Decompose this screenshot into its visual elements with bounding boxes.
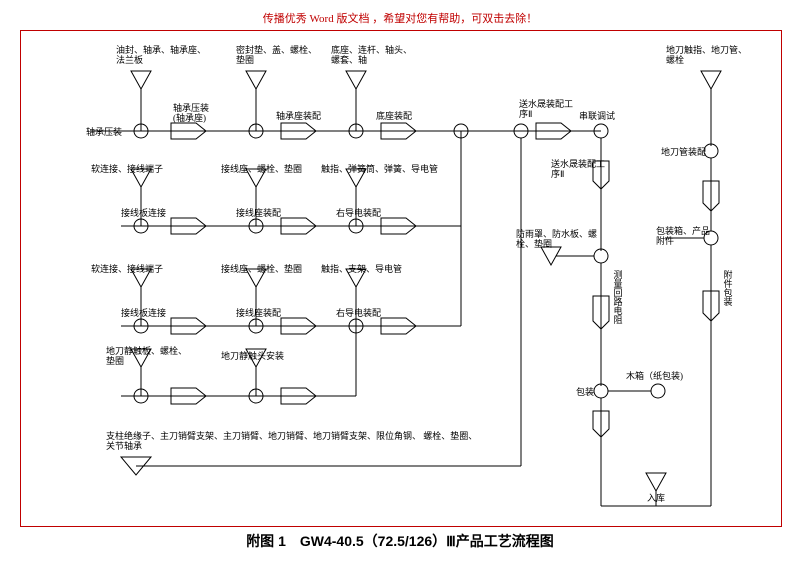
tsub: 防雨罩、防水板、螺 栓、垫圈	[516, 229, 597, 250]
t62: 接线座装配	[236, 308, 281, 318]
t25: 送水晟装配工 序Ⅱ	[519, 99, 573, 120]
tru: 地刀触指、地刀管、 螺栓	[666, 45, 747, 66]
row1-inputs	[131, 71, 366, 131]
t13: 底座、连杆、轴头、 螺套、轴	[331, 45, 412, 66]
t51: 软连接、接线端子	[91, 264, 163, 274]
t64: 木箱（纸包装)	[626, 371, 683, 381]
t26: 串联调试	[579, 111, 615, 121]
t24: 底座装配	[376, 111, 412, 121]
t21: 轴承压装	[86, 127, 122, 137]
flowchart-svg	[21, 31, 781, 526]
tr1: 地刀管装配	[661, 147, 706, 157]
t63: 右导电装配	[336, 308, 381, 318]
t31: 软连接、接线端子	[91, 164, 163, 174]
t32: 接线座、螺栓、垫圈	[221, 164, 302, 174]
diagram-frame: 油封、轴承、轴承座、 法兰板 密封垫、盖、螺栓、 垫圈 底座、连杆、轴头、 螺套…	[20, 30, 782, 527]
t43: 右导电装配	[336, 208, 381, 218]
t53: 触指、支架、导电管	[321, 264, 402, 274]
tr2: 包装箱、产品 附件	[656, 226, 710, 247]
t23: 轴承座装配	[276, 111, 321, 121]
t61: 接线板连接	[121, 308, 166, 318]
t22: 轴承压装 (轴承座)	[173, 103, 209, 124]
t81: 支柱绝缘子、主刀销臂支架、主刀销臂、地刀销臂、地刀销臂支架、限位角钢、 螺栓、垫…	[106, 431, 486, 452]
t71: 地刀静触板、螺栓、 垫圈	[106, 346, 187, 367]
trstore: 入库	[647, 493, 665, 503]
trpk: 附 件 包 装	[723, 271, 733, 307]
figure-caption: 附图 1 GW4-40.5（72.5/126）Ⅲ产品工艺流程图	[20, 531, 780, 551]
t12: 密封垫、盖、螺栓、 垫圈	[236, 45, 317, 66]
t42: 接线座装配	[236, 208, 281, 218]
t72: 地刀静触头安装	[221, 351, 284, 361]
tmeas: 测 量 回 路 电 阻	[613, 271, 623, 325]
t11: 油封、轴承、轴承座、 法兰板	[116, 45, 206, 66]
t33: 触指、弹簧筒、弹簧、导电管	[321, 164, 438, 174]
t52: 接线座、螺栓、垫圈	[221, 264, 302, 274]
t65: 包装	[576, 387, 594, 397]
t41: 接线板连接	[121, 208, 166, 218]
header-note: 传播优秀 Word 版文档 ，希望对您有帮助，可双击去除！	[20, 10, 780, 26]
t34: 送水晟装配工 序Ⅱ	[551, 159, 605, 180]
